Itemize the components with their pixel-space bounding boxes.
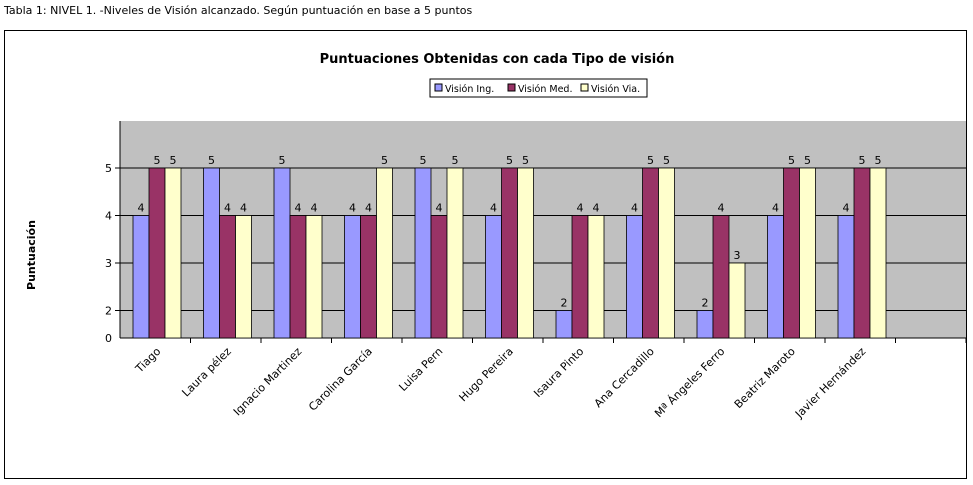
data-label: 5 [208, 154, 215, 167]
x-tick-label: Ana Cercadillo [592, 345, 657, 410]
x-tick-label: Javier Hernández [792, 345, 868, 421]
data-label: 5 [875, 154, 882, 167]
x-tick-label: Ignacio Martinez [231, 345, 305, 419]
bar-Visión Med. [219, 215, 236, 339]
bar-Visión Med. [289, 215, 307, 339]
data-label: 5 [859, 154, 866, 167]
x-tick-label: Beatriz Maroto [732, 345, 798, 411]
bar-Visión Ing. [273, 167, 291, 339]
bar-Visión Med. [712, 215, 730, 339]
bar-Visión Med. [360, 215, 377, 339]
data-label: 5 [170, 154, 177, 167]
legend-swatch [434, 83, 443, 92]
data-label: 4 [311, 202, 318, 215]
bar-Visión Ing. [132, 215, 150, 339]
data-label: 5 [279, 154, 286, 167]
x-tick-label: Hugo Pereira [457, 345, 516, 404]
bar-Visión Ing. [414, 167, 432, 339]
plot-area [120, 121, 966, 338]
data-label: 2 [561, 297, 568, 310]
bar-Visión Ing. [837, 215, 855, 339]
x-tick-label: Isaura Pinto [531, 345, 586, 400]
data-label: 5 [788, 154, 795, 167]
x-tick-label: Laura pélez [179, 345, 234, 400]
x-tick-label: Luisa Pern [396, 345, 445, 394]
data-label: 4 [577, 202, 584, 215]
legend-label: Visión Med. [518, 84, 572, 95]
data-label: 4 [436, 202, 443, 215]
data-label: 2 [702, 297, 709, 310]
y-tick-label: 3 [105, 257, 112, 270]
bar-Visión Via. [164, 167, 182, 339]
data-label: 5 [420, 154, 427, 167]
data-label: 3 [734, 249, 741, 262]
data-label: 5 [506, 154, 513, 167]
bar-Visión Via. [376, 167, 393, 339]
data-label: 5 [663, 154, 670, 167]
chart-frame [4, 30, 967, 479]
legend-swatch [507, 83, 516, 92]
data-label: 4 [224, 202, 231, 215]
bar-Visión Via. [587, 215, 605, 339]
bar-Visión Ing. [203, 167, 220, 339]
bar-Visión Ing. [696, 310, 714, 339]
data-label: 5 [804, 154, 811, 167]
data-label: 4 [772, 202, 779, 215]
bar-Visión Via. [869, 167, 887, 339]
legend-label: Visión Via. [591, 84, 640, 95]
x-tick-label: Carolina García [306, 345, 375, 414]
data-label: 4 [138, 202, 145, 215]
legend-box [429, 78, 648, 98]
bar-Visión Via. [235, 215, 252, 339]
y-axis-title: Puntuación [25, 220, 38, 290]
data-label: 4 [718, 202, 725, 215]
data-label: 5 [647, 154, 654, 167]
bar-Visión Via. [517, 167, 534, 339]
data-label: 4 [295, 202, 302, 215]
data-label: 4 [240, 202, 247, 215]
table-caption: Tabla 1: NIVEL 1. -Niveles de Visión alc… [4, 4, 473, 17]
data-label: 5 [522, 154, 529, 167]
data-label: 5 [154, 154, 161, 167]
bar-Visión Via. [446, 167, 464, 339]
x-tick-label: Tiago [132, 345, 163, 376]
y-tick-label: 4 [105, 210, 112, 223]
bar-Visión Via. [799, 167, 816, 339]
data-label: 4 [365, 202, 372, 215]
y-tick-label: 0 [105, 332, 112, 345]
bar-Visión Med. [642, 167, 659, 339]
bar-Visión Med. [571, 215, 589, 339]
data-label: 4 [349, 202, 356, 215]
bar-Visión Ing. [555, 310, 573, 339]
bar-Visión Med. [783, 167, 800, 339]
x-tick-label: Mª Ángeles Ferro [652, 345, 727, 420]
legend-label: Visión Ing. [445, 84, 494, 95]
legend-swatch [580, 83, 589, 92]
bar-Visión Med. [148, 167, 166, 339]
bar-Visión Med. [501, 167, 518, 339]
bar-Visión Via. [305, 215, 323, 339]
data-label: 4 [631, 202, 638, 215]
y-tick-label: 5 [105, 162, 112, 175]
bar-Visión Ing. [344, 215, 361, 339]
bar-Visión Ing. [626, 215, 643, 339]
data-label: 5 [452, 154, 459, 167]
bar-Visión Med. [430, 215, 448, 339]
data-label: 5 [381, 154, 388, 167]
bar-Visión Via. [658, 167, 675, 339]
chart-title: Puntuaciones Obtenidas con cada Tipo de … [320, 52, 675, 67]
bar-Visión Med. [853, 167, 871, 339]
bar-Visión Via. [728, 262, 746, 339]
data-label: 4 [490, 202, 497, 215]
bar-Visión Ing. [767, 215, 784, 339]
y-tick-label: 2 [105, 305, 112, 318]
data-label: 4 [843, 202, 850, 215]
data-label: 4 [593, 202, 600, 215]
bar-Visión Ing. [485, 215, 502, 339]
